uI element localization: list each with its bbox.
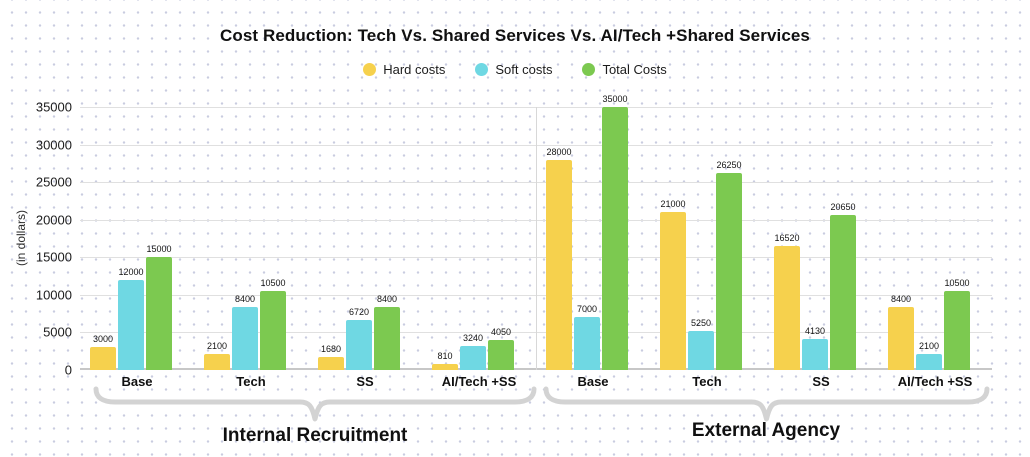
bar-value-label: 4130 [804,326,826,336]
x-tick-label: AI/Tech +SS [897,374,973,389]
chart-legend: Hard costs Soft costs Total Costs [0,62,1030,77]
legend-label: Hard costs [383,62,446,77]
y-tick-label: 20000 [35,212,72,228]
bar-value-label: 26250 [716,160,742,170]
bar [318,357,344,370]
bar-value-label: 10500 [260,278,286,288]
bar-value-label: 35000 [602,94,628,104]
bar [944,291,970,370]
bar [374,307,400,370]
bar [602,107,628,370]
bar [232,307,258,370]
bar-value-label: 3000 [92,334,114,344]
bar [802,339,828,370]
bar [488,340,514,370]
section-brace [93,386,537,422]
bar [574,317,600,370]
bar [774,246,800,370]
x-tick-label: AI/Tech +SS [441,374,517,389]
bar-value-label: 2100 [918,341,940,351]
legend-item: Total Costs [582,62,667,77]
bar-group: 3000 12000 15000 [80,107,194,370]
y-axis-ticks: 0 5000 10000 15000 20000 25000 30000 35000 [0,100,72,378]
legend-label: Total Costs [602,62,667,77]
y-tick-label: 5000 [43,324,72,340]
y-tick-label: 0 [64,362,72,378]
bar-value-label: 4050 [490,327,512,337]
bar [204,354,230,370]
bar-value-label: 12000 [118,267,144,277]
y-tick-label: 30000 [35,137,72,153]
section-label-internal: Internal Recruitment [222,425,408,446]
x-tick-label: Tech [236,374,266,389]
x-tick-label: Tech [692,374,722,389]
x-tick-label: Base [577,374,609,389]
y-tick-label: 10000 [35,287,72,303]
bar-group: 8400 2100 10500 [878,107,992,370]
bar-value-label: 3240 [462,333,484,343]
bar [660,212,686,370]
y-tick-label: 35000 [35,99,72,115]
section-label-external: External Agency [691,420,841,441]
legend-swatch-icon [475,63,489,76]
bar-value-label: 7000 [576,304,598,314]
bar-value-label: 16520 [774,233,800,243]
bar-value-label: 10500 [944,278,970,288]
plot-area: 3000 12000 15000 2100 8400 10500 1680 6720 8400 8… [80,94,992,370]
bar [916,354,942,370]
bar-value-label: 810 [437,351,453,361]
bar-group: 810 3240 4050 [422,107,536,370]
legend-item: Soft costs [475,62,552,77]
bar [688,331,714,370]
bar-group: 16520 4130 20650 [764,107,878,370]
bar [830,215,856,370]
bar-value-label: 5250 [690,318,712,328]
section-separator-line [536,107,537,370]
bar [346,320,372,370]
bar-value-label: 2100 [206,341,228,351]
bar [460,346,486,370]
legend-label: Soft costs [495,62,553,77]
bar [432,364,458,370]
bar-value-label: 21000 [660,199,686,209]
bar-value-label: 20650 [830,202,856,212]
bar [888,307,914,370]
bar [546,160,572,370]
bar-value-label: 8400 [234,294,256,304]
bar-group: 2100 8400 10500 [194,107,308,370]
section-brace [543,386,990,422]
legend-swatch-icon [363,63,377,76]
bar-group: 28000 7000 35000 [536,94,650,370]
bar [260,291,286,370]
bar-value-label: 1680 [320,344,342,354]
x-tick-label: Base [121,374,153,389]
bar-group: 1680 6720 8400 [308,107,422,370]
x-tick-label: SS [356,374,374,389]
bar-value-label: 8400 [376,294,398,304]
bar [146,257,172,370]
bar-value-label: 15000 [146,244,172,254]
bar-group: 21000 5250 26250 [650,107,764,370]
legend-item: Hard costs [363,62,445,77]
x-tick-label: SS [812,374,830,389]
chart-title: Cost Reduction: Tech Vs. Shared Services… [219,26,810,45]
bar-value-label: 28000 [546,147,572,157]
bar-value-label: 8400 [890,294,912,304]
bar [90,347,116,370]
legend-swatch-icon [582,63,596,76]
y-tick-label: 25000 [35,174,72,190]
y-tick-label: 15000 [35,249,72,265]
bar-value-label: 6720 [348,307,370,317]
bar [118,280,144,370]
bar [716,173,742,370]
